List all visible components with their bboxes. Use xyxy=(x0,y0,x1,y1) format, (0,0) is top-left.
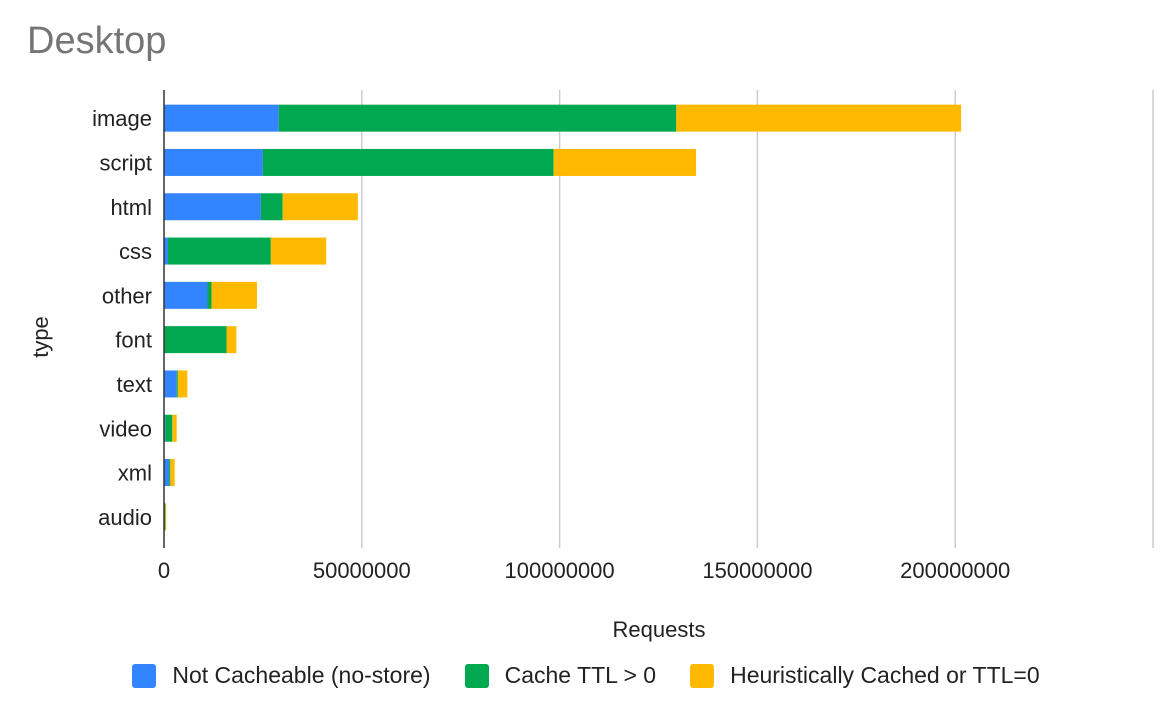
legend-swatch-heuristically-cached xyxy=(690,663,715,688)
y-tick-label: html xyxy=(110,195,152,220)
y-axis-title: type xyxy=(28,316,53,358)
bar-other-series-2 xyxy=(211,281,257,309)
bar-css-series-0 xyxy=(164,237,168,265)
y-tick-label: css xyxy=(119,239,152,264)
bar-html-series-2 xyxy=(282,193,358,221)
bar-audio-series-1 xyxy=(164,503,166,531)
bar-video-series-1 xyxy=(165,414,173,442)
bar-html-series-0 xyxy=(164,193,261,221)
y-tick-label: script xyxy=(99,150,152,175)
axes: image script html css other font text video xml a… xyxy=(92,90,1010,583)
bar-font-series-2 xyxy=(226,326,237,354)
bar-script-series-2 xyxy=(553,148,697,176)
bar-text-series-1 xyxy=(176,370,178,398)
y-tick-label: text xyxy=(117,372,152,397)
y-tick-label: font xyxy=(115,328,152,353)
y-tick-label: video xyxy=(99,416,152,441)
x-tick-label: 50000000 xyxy=(313,558,411,583)
bar-text-series-2 xyxy=(177,370,188,398)
bar-audio-series-2 xyxy=(165,503,167,531)
x-tick-label: 100000000 xyxy=(505,558,615,583)
y-tick-label: image xyxy=(92,106,152,131)
bar-image-series-1 xyxy=(278,104,677,132)
bar-xml-series-2 xyxy=(170,459,175,487)
legend-label-heuristically-cached: Heuristically Cached or TTL=0 xyxy=(730,662,1040,688)
bar-image-series-0 xyxy=(164,104,279,132)
bar-css-series-1 xyxy=(167,237,271,265)
bar-css-series-2 xyxy=(270,237,327,265)
bar-script-series-0 xyxy=(164,148,263,176)
bar-font-series-1 xyxy=(164,326,227,354)
legend-item-heuristically-cached[interactable]: Heuristically Cached or TTL=0 xyxy=(690,662,1040,689)
legend-swatch-not-cacheable xyxy=(132,663,157,688)
bar-xml-series-0 xyxy=(164,459,170,487)
bars xyxy=(164,104,962,531)
legend-label-not-cacheable: Not Cacheable (no-store) xyxy=(172,662,431,688)
bar-image-series-2 xyxy=(676,104,962,132)
bar-xml-series-1 xyxy=(169,459,171,487)
bar-other-series-1 xyxy=(207,281,212,309)
bar-video-series-2 xyxy=(172,414,177,442)
bar-text-series-0 xyxy=(164,370,177,398)
y-tick-label: other xyxy=(102,283,152,308)
bar-other-series-0 xyxy=(164,281,208,309)
y-tick-label: xml xyxy=(118,461,152,486)
bar-html-series-1 xyxy=(260,193,283,221)
x-tick-label: 200000000 xyxy=(900,558,1010,583)
chart-title: Desktop xyxy=(27,20,167,62)
bar-script-series-1 xyxy=(262,148,554,176)
x-tick-label: 0 xyxy=(158,558,170,583)
legend-item-cache-ttl[interactable]: Cache TTL > 0 xyxy=(464,662,657,689)
legend-label-cache-ttl: Cache TTL > 0 xyxy=(504,662,657,688)
y-tick-label: audio xyxy=(98,505,152,530)
legend-item-not-cacheable[interactable]: Not Cacheable (no-store) xyxy=(132,662,431,689)
legend: Not Cacheable (no-store) Cache TTL > 0 H… xyxy=(0,662,1172,689)
legend-swatch-cache-ttl xyxy=(464,663,489,688)
x-axis-title: Requests xyxy=(613,617,706,642)
x-tick-label: 150000000 xyxy=(702,558,812,583)
